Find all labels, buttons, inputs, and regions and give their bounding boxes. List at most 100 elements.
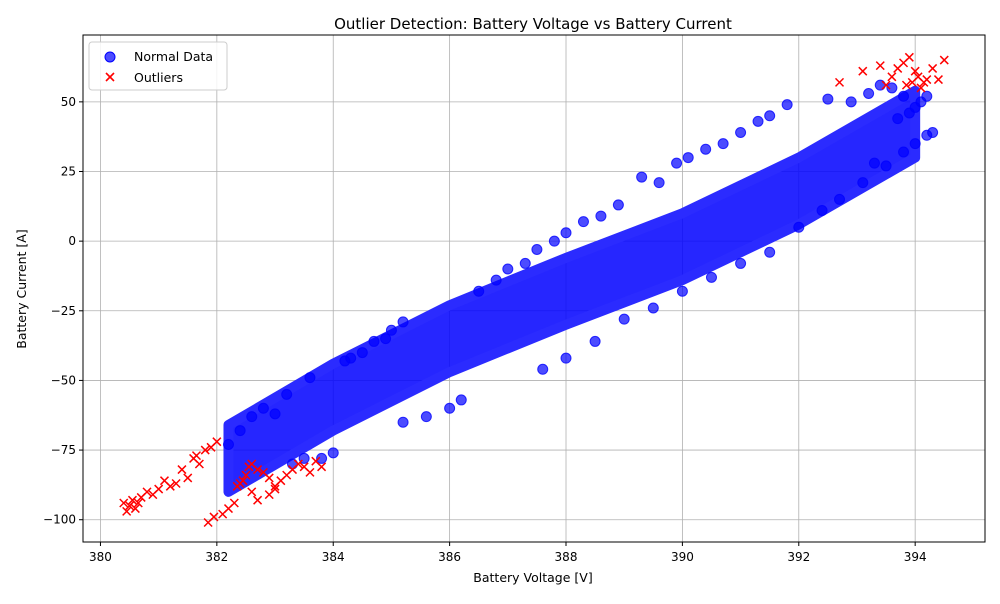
- normal-data-point: [327, 447, 339, 459]
- normal-data-point: [705, 271, 717, 283]
- normal-data-point: [752, 115, 764, 127]
- chart-title: Outlier Detection: Battery Voltage vs Ba…: [334, 15, 732, 33]
- outlier-point: [238, 476, 248, 486]
- normal-data-point: [281, 388, 293, 400]
- normal-data-point: [269, 408, 281, 420]
- normal-data-point: [397, 316, 409, 328]
- legend-label-outliers: Outliers: [134, 70, 183, 85]
- normal-data-point: [676, 285, 688, 297]
- y-tick-label: −100: [43, 513, 76, 527]
- outlier-point: [901, 80, 911, 90]
- legend-label-normal-data: Normal Data: [134, 49, 213, 64]
- normal-data-point: [898, 90, 910, 102]
- x-tick-label: 384: [322, 550, 345, 564]
- y-tick-label: 0: [68, 234, 76, 248]
- normal-data-point: [537, 363, 549, 375]
- y-axis-label: Battery Current [A]: [14, 229, 29, 348]
- outlier-point: [834, 77, 845, 87]
- normal-data-point: [502, 263, 514, 275]
- normal-data-point: [857, 177, 869, 189]
- outlier-point: [904, 52, 914, 62]
- normal-data-point: [595, 210, 607, 222]
- x-tick-label: 392: [787, 550, 810, 564]
- outlier-point: [194, 459, 204, 469]
- x-tick-label: 382: [205, 550, 228, 564]
- normal-data-point: [397, 416, 409, 428]
- outlier-point: [165, 481, 175, 491]
- normal-data-point: [316, 452, 328, 464]
- outlier-point: [875, 61, 885, 71]
- normal-data-cloud: [223, 85, 921, 497]
- normal-data-point: [874, 79, 886, 91]
- normal-data-point: [380, 333, 392, 345]
- outlier-point: [191, 451, 202, 461]
- normal-data-point: [368, 335, 380, 347]
- normal-data-point: [385, 324, 397, 336]
- y-tick-label: 25: [61, 165, 76, 179]
- outlier-point: [253, 465, 263, 475]
- outlier-point: [293, 459, 303, 469]
- outlier-point: [264, 473, 274, 483]
- x-tick-label: 380: [89, 550, 112, 564]
- normal-data-point: [589, 335, 601, 347]
- normal-data-point: [444, 402, 456, 414]
- outlier-point: [887, 72, 897, 82]
- outlier-point: [939, 55, 949, 65]
- normal-data-point: [921, 90, 933, 102]
- normal-data-point: [246, 411, 258, 423]
- legend-marker-outliers: [105, 72, 115, 82]
- normal-data-point: [898, 146, 910, 158]
- outlier-point: [212, 437, 222, 447]
- normal-data-point: [286, 458, 298, 470]
- outlier-point: [130, 504, 140, 514]
- normal-data-point: [868, 157, 880, 169]
- normal-data-point: [548, 235, 560, 247]
- legend: Normal Data Outliers: [88, 41, 228, 91]
- normal-data-point: [257, 402, 269, 414]
- y-tick-label: 50: [61, 95, 76, 109]
- outlier-point: [933, 75, 943, 85]
- normal-data-point: [653, 177, 665, 189]
- normal-data-band: [223, 85, 921, 497]
- legend-box: [88, 41, 228, 91]
- outlier-point: [127, 495, 137, 505]
- outlier-point: [154, 484, 164, 494]
- outlier-point: [910, 66, 920, 76]
- normal-data-point: [304, 372, 316, 384]
- normal-data-point: [420, 411, 432, 423]
- normal-data-point: [560, 227, 572, 239]
- y-tick-label: −50: [51, 373, 76, 387]
- normal-data-point: [345, 352, 357, 364]
- normal-data-point: [618, 313, 630, 325]
- outlier-point: [317, 462, 327, 472]
- normal-data-point: [636, 171, 648, 183]
- normal-data-point: [647, 302, 659, 314]
- normal-data-point: [863, 88, 875, 99]
- normal-data-point: [473, 285, 485, 297]
- outlier-point: [229, 498, 239, 508]
- normal-data-point: [519, 257, 531, 269]
- normal-data-point: [455, 394, 467, 406]
- x-tick-label: 394: [904, 550, 927, 564]
- outlier-point: [858, 66, 868, 76]
- outlier-point: [305, 467, 315, 477]
- normal-data-point: [560, 352, 572, 364]
- normal-data-point: [531, 244, 543, 255]
- outlier-point: [881, 80, 891, 90]
- normal-data-point: [834, 193, 846, 205]
- axis-ticks: 380 382 384 386 388 390 392 394 −100 −75 −50 −25 0 25…: [43, 95, 927, 564]
- normal-data-point: [356, 347, 368, 359]
- outlier-point: [919, 77, 929, 87]
- outlier-point: [209, 512, 219, 522]
- normal-data-point: [886, 82, 898, 94]
- normal-data-point: [903, 107, 915, 119]
- y-tick-label: −25: [51, 304, 76, 318]
- normal-data-point: [735, 127, 747, 138]
- x-tick-label: 390: [671, 550, 694, 564]
- normal-data-point: [764, 246, 776, 258]
- normal-data-point: [234, 425, 246, 437]
- plot-frame: [82, 34, 986, 543]
- normal-data-point: [892, 113, 904, 125]
